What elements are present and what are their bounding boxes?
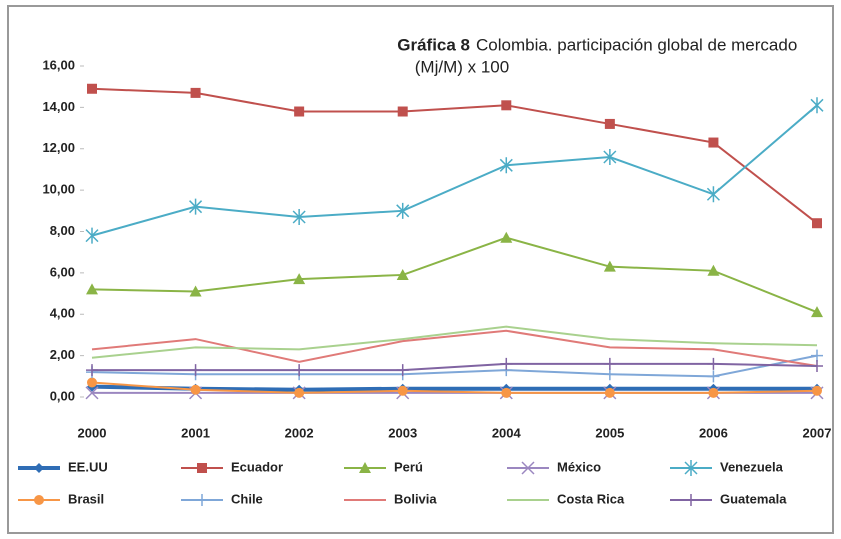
marker [603, 260, 616, 272]
legend-label: Perú [394, 459, 423, 474]
marker [501, 387, 512, 398]
marker [811, 349, 823, 362]
legend-marker [359, 462, 371, 473]
series-line [91, 325, 818, 359]
x-tick-label: 2007 [803, 425, 832, 440]
y-tick-label: 2,00 [50, 347, 75, 362]
marker [811, 306, 823, 318]
marker [293, 364, 306, 377]
y-tick-label: 12,00 [42, 140, 75, 155]
marker [292, 209, 306, 226]
marker [812, 218, 822, 229]
y-tick-label: 4,00 [50, 306, 75, 321]
series-line [91, 87, 818, 225]
series-line [91, 381, 818, 394]
marker [501, 100, 512, 111]
marker [500, 231, 513, 243]
marker [708, 137, 719, 148]
series-line [91, 384, 817, 392]
marker [396, 268, 409, 280]
series-line [91, 104, 818, 237]
marker [499, 157, 513, 174]
marker [500, 357, 513, 370]
marker [810, 97, 824, 114]
marker [190, 384, 201, 395]
x-tick-label: 2000 [78, 425, 107, 440]
marker [396, 202, 410, 219]
marker [87, 377, 97, 388]
series-line [91, 354, 818, 378]
marker [604, 118, 615, 129]
legend-label: Guatemala [720, 491, 787, 506]
legend-marker [196, 494, 208, 506]
y-tick-label: 8,00 [50, 223, 75, 238]
marker [86, 283, 98, 295]
legend-label: Ecuador [231, 459, 283, 474]
y-tick-label: 14,00 [42, 99, 75, 114]
marker [706, 186, 720, 203]
y-tick-label: 16,00 [42, 57, 75, 72]
legend-label: Bolivia [394, 491, 437, 506]
marker [189, 364, 202, 377]
marker [603, 368, 616, 381]
marker [85, 227, 99, 244]
legend-label: EE.UU [68, 459, 108, 474]
legend-label: México [557, 459, 601, 474]
marker [397, 385, 408, 396]
marker [812, 385, 822, 396]
marker [189, 198, 203, 215]
y-tick-label: 6,00 [50, 264, 75, 279]
marker [707, 370, 720, 383]
y-tick-label: 0,00 [50, 388, 75, 403]
chart-title: Colombia. participación global de mercad… [476, 35, 797, 54]
legend-label: Brasil [68, 491, 104, 506]
marker [603, 149, 617, 166]
marker [396, 364, 409, 377]
marker [707, 357, 720, 370]
marker [604, 387, 615, 398]
chart-title-label: Gráfica 8 [397, 35, 470, 54]
legend-marker [34, 495, 44, 505]
legend-marker [197, 463, 207, 473]
marker [190, 87, 201, 98]
x-tick-label: 2006 [699, 425, 728, 440]
legend-marker [684, 460, 698, 476]
legend-marker [685, 494, 697, 506]
legend-label: Chile [231, 491, 263, 506]
marker [811, 359, 823, 372]
series-line [91, 329, 818, 367]
marker [293, 273, 306, 285]
marker [294, 387, 305, 398]
marker [87, 83, 97, 94]
legend-label: Costa Rica [557, 491, 625, 506]
legend-label: Venezuela [720, 459, 784, 474]
y-tick-label: 10,00 [42, 182, 75, 197]
legend-marker [34, 463, 44, 473]
x-tick-label: 2003 [388, 425, 417, 440]
marker [85, 386, 99, 400]
marker [603, 357, 616, 370]
marker [189, 285, 202, 297]
x-tick-label: 2002 [285, 425, 314, 440]
x-tick-label: 2001 [181, 425, 210, 440]
series-line [92, 362, 818, 372]
series-line [91, 236, 818, 314]
marker [707, 264, 720, 276]
legend-marker [521, 461, 535, 475]
chart-subtitle: (Mj/M) x 100 [415, 57, 509, 76]
x-tick-label: 2005 [595, 425, 624, 440]
marker [397, 106, 408, 117]
marker [294, 106, 305, 117]
marker [86, 364, 98, 377]
marker [708, 387, 719, 398]
x-tick-label: 2004 [492, 425, 522, 440]
